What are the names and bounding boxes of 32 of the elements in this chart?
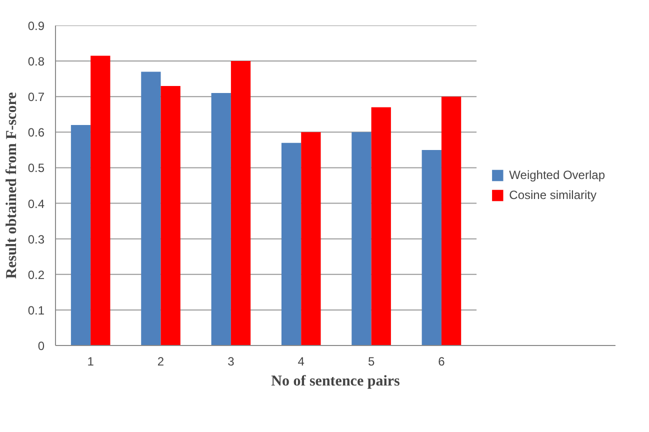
- y-axis-title: Result obtained from F-score: [4, 92, 20, 279]
- y-tick-label: 0.8: [28, 54, 45, 69]
- bar: [301, 132, 321, 346]
- bar: [211, 93, 231, 346]
- x-tick-label: 5: [368, 354, 375, 368]
- legend-label: Weighted Overlap: [509, 168, 605, 182]
- bar: [90, 56, 110, 346]
- y-tick-label: 0.7: [28, 90, 45, 104]
- x-tick-label: 1: [87, 354, 94, 368]
- bar: [441, 96, 462, 346]
- bar: [141, 72, 161, 346]
- bar: [70, 125, 91, 346]
- bar: [230, 61, 251, 346]
- y-tick-label: 0.3: [28, 232, 45, 246]
- legend-label: Cosine similarity: [509, 188, 597, 202]
- bar: [352, 132, 372, 346]
- y-tick-label: 0.6: [28, 126, 45, 140]
- bar: [160, 86, 180, 346]
- y-tick-label: 0.2: [28, 268, 45, 282]
- bar: [371, 107, 391, 346]
- x-tick-label: 3: [228, 354, 235, 368]
- y-tick-label: 0: [38, 339, 45, 353]
- x-tick-label: 6: [438, 354, 446, 368]
- x-tick-label: 2: [157, 354, 164, 368]
- y-tick-label: 0.1: [28, 303, 45, 318]
- y-tick-label: 0.5: [28, 161, 45, 176]
- x-tick-label: 4: [298, 354, 305, 368]
- x-axis-title: No of sentence pairs: [271, 374, 400, 390]
- y-tick-label: 0.4: [28, 196, 45, 211]
- bar: [281, 142, 302, 346]
- y-tick-label: 0.9: [28, 19, 45, 33]
- bar: [422, 150, 442, 346]
